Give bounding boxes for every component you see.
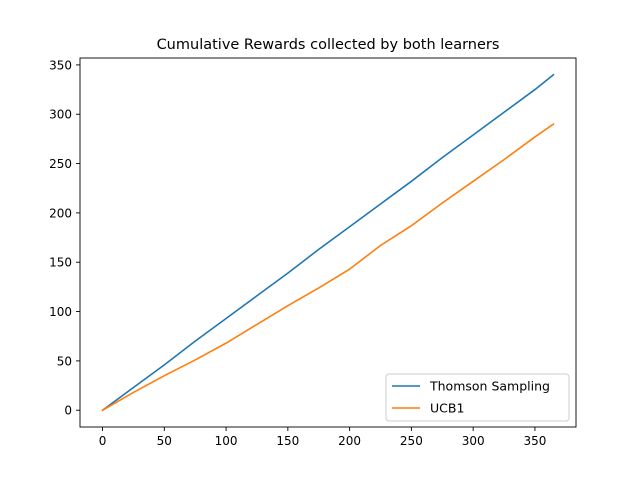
x-tick-label: 300: [462, 434, 485, 448]
axes: 0 50 100 150 200 250 300 350 0 50 100 150 200 250 300 3…: [49, 57, 577, 448]
x-tick-label: 0: [99, 434, 107, 448]
x-tick-label: 150: [276, 434, 299, 448]
x-tick-label: 100: [215, 434, 238, 448]
y-tick-label: 200: [49, 206, 72, 220]
y-tick-label: 150: [49, 256, 72, 270]
x-tick-label: 200: [338, 434, 361, 448]
legend-label-1: UCB1: [430, 401, 464, 416]
y-tick-label: 100: [49, 305, 72, 319]
y-tick-label: 0: [64, 404, 72, 418]
x-tick-label: 250: [400, 434, 423, 448]
series-line-0: [101, 73, 555, 412]
chart-title: Cumulative Rewards collected by both lea…: [157, 37, 500, 53]
y-tick-label: 50: [57, 354, 72, 368]
series-line-1: [101, 122, 555, 412]
x-tick-label: 50: [157, 434, 172, 448]
y-tick-label: 350: [49, 58, 72, 72]
legend: Thomson Sampling UCB1: [385, 373, 570, 422]
axes-frame: [79, 57, 577, 428]
plot-area: [101, 73, 555, 412]
legend-label-0: Thomson Sampling: [429, 379, 550, 394]
y-tick-label: 300: [49, 108, 72, 122]
y-tick-label: 250: [49, 157, 72, 171]
legend-box: [385, 373, 570, 422]
x-tick-label: 350: [523, 434, 546, 448]
